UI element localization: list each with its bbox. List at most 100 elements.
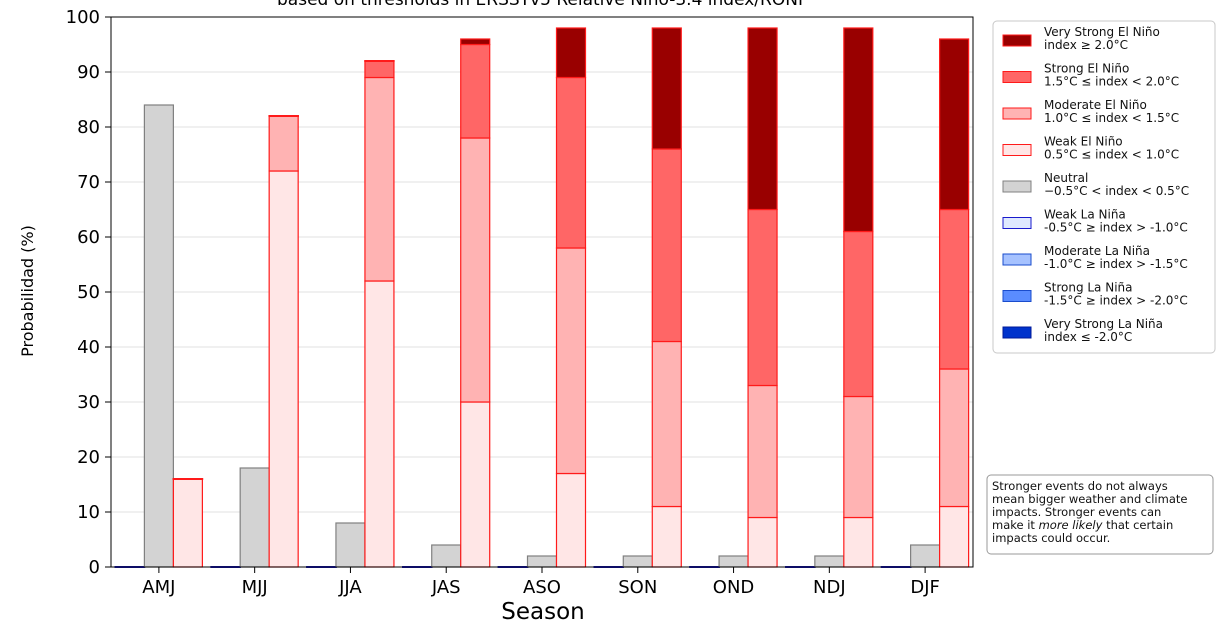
y-tick-label: 30 <box>77 392 100 413</box>
legend-label: Moderate El Niño <box>1044 98 1147 112</box>
legend-range: 1.5°C ≤ index < 2.0°C <box>1044 75 1179 89</box>
bar-weak-el-ni-o-jas <box>460 401 491 568</box>
legend-frame <box>992 20 1216 354</box>
bar-neutral-son <box>622 555 653 568</box>
bar-weak-el-ni-o-son <box>651 505 682 568</box>
bar-strong-el-ni-o-djf <box>939 208 970 370</box>
note-text-run: impacts could occur. <box>992 531 1110 545</box>
y-axis-title: Probabilidad (%) <box>18 225 37 357</box>
x-tick-label: JJA <box>338 577 362 598</box>
legend-swatch <box>1002 253 1032 266</box>
bar-neutral-mjj <box>239 467 270 568</box>
bar-neutral-aso <box>526 555 558 568</box>
bar-very-strong-el-ni-o-jja <box>364 60 395 63</box>
x-tick-label: NDJ <box>813 577 846 598</box>
bar-weak-el-ni-o-djf <box>939 505 970 568</box>
note-line: impacts could occur. <box>992 531 1110 545</box>
bar-neutral-jas <box>431 544 462 568</box>
bar-very-strong-el-ni-o-ndj <box>843 27 874 233</box>
bar-moderate-el-ni-o-aso <box>555 247 587 475</box>
bar-weak-el-ni-o-ndj <box>843 516 874 568</box>
legend-label: Very Strong La Niña <box>1044 317 1163 331</box>
bar-very-strong-el-ni-o-mjj <box>268 114 299 117</box>
legend-range: 1.0°C ≤ index < 1.5°C <box>1044 111 1179 125</box>
legend-label: Moderate La Niña <box>1044 244 1150 258</box>
x-tick-label: SON <box>618 577 657 598</box>
bar-strong-el-ni-o-jas <box>460 43 491 139</box>
bar-strong-el-ni-o-jja <box>364 60 395 79</box>
bar-moderate-el-ni-o-son <box>651 340 682 508</box>
bar-very-strong-el-ni-o-amj <box>172 478 204 481</box>
y-tick-label: 90 <box>77 62 100 83</box>
y-tick-label: 10 <box>77 502 100 523</box>
bar-very-strong-el-ni-o-ond <box>747 27 778 211</box>
note-frame <box>986 474 1214 555</box>
y-tick-label: 60 <box>77 227 100 248</box>
x-axis-title: Season <box>501 599 584 624</box>
bar-neutral-jja <box>335 522 366 568</box>
legend-label: Weak La Niña <box>1044 208 1126 222</box>
legend-swatch <box>1002 71 1032 83</box>
legend-swatch <box>1002 180 1032 193</box>
bar-moderate-el-ni-o-mjj <box>268 115 299 172</box>
y-tick-label: 80 <box>77 117 100 138</box>
legend-label: Strong La Niña <box>1044 281 1133 295</box>
legend-swatch <box>1002 107 1032 120</box>
note-text-run: Stronger events do not always <box>992 479 1168 493</box>
legend-swatch <box>1002 326 1032 339</box>
legend-label: Weak El Niño <box>1044 135 1123 149</box>
bar-weak-el-ni-o-jja <box>364 280 395 568</box>
note-text-run: more likely <box>1039 518 1103 532</box>
x-tick-label: OND <box>713 577 755 598</box>
legend-label: Neutral <box>1044 171 1088 185</box>
y-tick-label: 100 <box>66 7 100 28</box>
y-tick-label: 50 <box>77 282 100 303</box>
y-tick-label: 70 <box>77 172 100 193</box>
bar-neutral-ndj <box>814 555 845 568</box>
x-tick-label: JAS <box>431 577 461 598</box>
bar-strong-el-ni-o-ndj <box>843 230 874 398</box>
legend-range: -0.5°C ≥ index > -1.0°C <box>1044 221 1188 235</box>
bar-strong-el-ni-o-aso <box>555 76 587 249</box>
bar-very-strong-el-ni-o-aso <box>555 27 587 79</box>
bar-neutral-amj <box>143 104 174 568</box>
note-text-run: make it <box>992 518 1039 532</box>
note-line: impacts. Stronger events can <box>992 505 1161 519</box>
legend-swatch <box>1002 290 1032 302</box>
legend-range: -1.5°C ≥ index > -2.0°C <box>1044 294 1188 308</box>
bar-moderate-el-ni-o-jas <box>460 137 491 403</box>
chart-title: based on thresholds in ERSSTv5 Relative … <box>277 0 803 10</box>
y-tick-label: 40 <box>77 337 100 358</box>
bar-neutral-ond <box>718 555 749 568</box>
bar-weak-el-ni-o-ond <box>747 516 778 568</box>
y-tick-label: 20 <box>77 447 100 468</box>
note-text-run: impacts. Stronger events can <box>992 505 1161 519</box>
legend-range: index ≤ -2.0°C <box>1044 330 1132 344</box>
bar-weak-el-ni-o-aso <box>555 472 587 568</box>
note-line: make it more likely that certain <box>992 518 1173 532</box>
note-text-run: mean bigger weather and climate <box>992 492 1187 506</box>
legend-range: 0.5°C ≤ index < 1.0°C <box>1044 148 1179 162</box>
bar-moderate-el-ni-o-jja <box>364 76 395 282</box>
bar-moderate-el-ni-o-ond <box>747 384 778 519</box>
y-axis: 0 10 20 30 40 50 60 70 80 90 100 <box>66 7 111 578</box>
legend-range: -1.0°C ≥ index > -1.5°C <box>1044 257 1188 271</box>
note-line: Stronger events do not always <box>992 479 1168 493</box>
bar-weak-el-ni-o-amj <box>172 478 203 568</box>
x-tick-label: AMJ <box>142 577 175 598</box>
legend-label: Very Strong El Niño <box>1044 25 1160 39</box>
x-tick-label: MJJ <box>242 577 268 598</box>
bar-moderate-el-ni-o-ndj <box>843 395 874 519</box>
bar-strong-el-ni-o-son <box>651 148 682 343</box>
bar-weak-el-ni-o-mjj <box>268 170 299 568</box>
x-axis: AMJ MJJ JJA JAS ASO SON OND NDJ DJF <box>142 567 940 598</box>
legend-swatch <box>1002 34 1032 47</box>
legend-range: −0.5°C < index < 0.5°C <box>1044 184 1189 198</box>
legend-label: Strong El Niño <box>1044 62 1129 76</box>
bars <box>114 27 970 569</box>
bar-neutral-djf <box>910 544 941 568</box>
legend-swatch <box>1002 217 1032 229</box>
